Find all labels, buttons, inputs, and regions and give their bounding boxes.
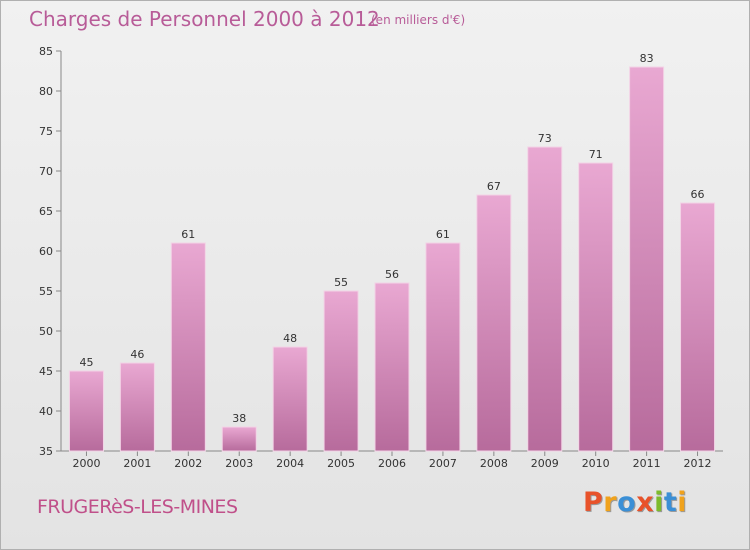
bar-2003 (221, 426, 257, 452)
data-label: 48 (283, 332, 297, 345)
data-label: 61 (436, 228, 450, 241)
x-tick-label: 2007 (429, 457, 457, 470)
y-tick-label: 55 (39, 285, 53, 298)
x-tick-label: 2005 (327, 457, 355, 470)
data-label: 73 (538, 132, 552, 145)
y-tick-label: 70 (39, 165, 53, 178)
x-tick-label: 2002 (174, 457, 202, 470)
logo-letter: i (654, 487, 664, 518)
y-tick-label: 80 (39, 85, 53, 98)
logo-letter: r (603, 487, 618, 518)
data-label: 55 (334, 276, 348, 289)
x-tick-label: 2000 (72, 457, 100, 470)
y-tick-label: 50 (39, 325, 53, 338)
bar-2004 (272, 346, 308, 452)
bar-2007 (425, 242, 461, 452)
x-tick-label: 2008 (480, 457, 508, 470)
bar-2005 (323, 290, 359, 452)
chart-title: Charges de Personnel 2000 à 2012 (29, 7, 380, 31)
data-label: 56 (385, 268, 399, 281)
x-tick-label: 2001 (123, 457, 151, 470)
y-tick-label: 75 (39, 125, 53, 138)
bar-2008 (476, 194, 512, 452)
location-name: FRUGERèS-LES-MINES (37, 496, 238, 518)
x-tick-label: 2010 (582, 457, 610, 470)
bar-2009 (527, 146, 563, 452)
x-tick-label: 2004 (276, 457, 304, 470)
data-label: 45 (79, 356, 93, 369)
bar-2006 (374, 282, 410, 452)
y-tick-label: 45 (39, 365, 53, 378)
chart-subtitle: (en milliers d'€) (371, 13, 466, 27)
logo-letter: o (617, 487, 637, 518)
data-label: 61 (181, 228, 195, 241)
data-label: 66 (691, 188, 705, 201)
bar-2012 (680, 202, 716, 452)
logo-letter: P (583, 487, 604, 518)
x-tick-label: 2011 (633, 457, 661, 470)
y-tick-label: 65 (39, 205, 53, 218)
logo-letter: i (677, 487, 688, 518)
bar-2002 (170, 242, 206, 452)
data-label: 67 (487, 180, 501, 193)
data-label: 46 (130, 348, 144, 361)
x-tick-label: 2009 (531, 457, 559, 470)
logo-letter: t (663, 487, 678, 518)
bar-2010 (578, 162, 614, 452)
x-tick-label: 2003 (225, 457, 253, 470)
y-tick-label: 85 (39, 45, 53, 58)
data-label: 71 (589, 148, 603, 161)
x-tick-label: 2006 (378, 457, 406, 470)
bar-2001 (119, 362, 155, 452)
proxiti-logo: Proxiti (583, 487, 687, 518)
data-label: 38 (232, 412, 246, 425)
y-tick-label: 35 (39, 445, 53, 458)
x-tick-label: 2012 (684, 457, 712, 470)
logo-letter: x (636, 487, 655, 518)
y-tick-label: 40 (39, 405, 53, 418)
data-label: 83 (640, 52, 654, 65)
bar-2011 (629, 66, 665, 452)
y-tick-label: 60 (39, 245, 53, 258)
bar-2000 (68, 370, 104, 452)
